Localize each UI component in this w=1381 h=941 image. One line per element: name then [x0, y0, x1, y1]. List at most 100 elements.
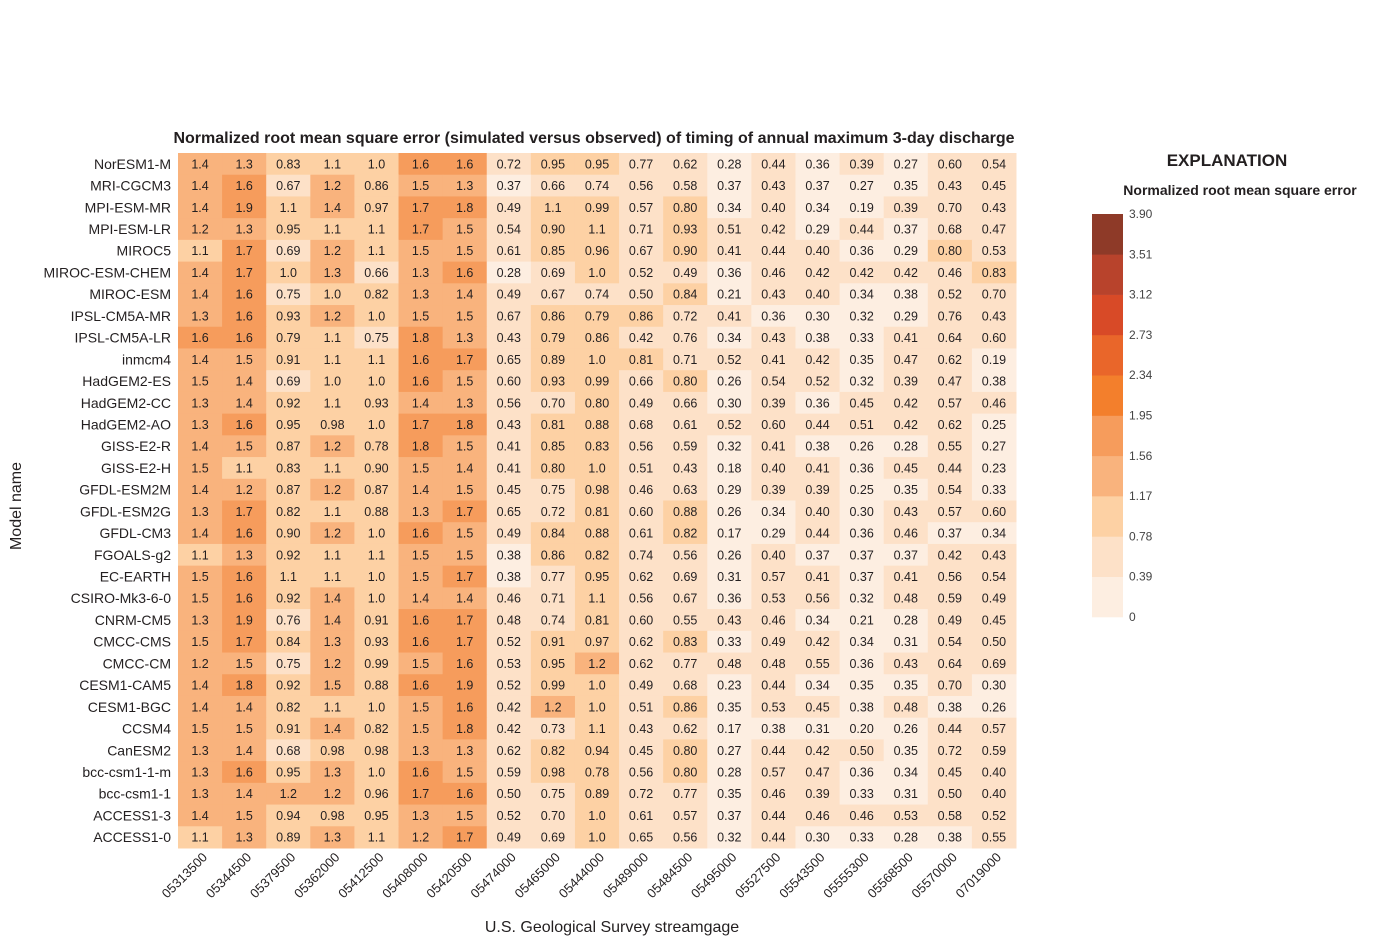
- cell-value-label: 0.36: [717, 592, 741, 606]
- cell-value-label: 0.84: [541, 527, 565, 541]
- heatmap-cell: [530, 826, 576, 849]
- cell-value-label: 1.4: [456, 288, 473, 302]
- heatmap-cell: [442, 826, 488, 849]
- heatmap-cell: [707, 609, 752, 632]
- heatmap-cell: [398, 804, 444, 827]
- cell-value-label: 0.40: [805, 244, 829, 258]
- cell-value-label: 0.56: [629, 592, 653, 606]
- heatmap-cell: [310, 218, 355, 241]
- row-label: MIROC-ESM-CHEM: [43, 264, 171, 280]
- cell-value-label: 1.4: [191, 157, 208, 171]
- heatmap-cell: [178, 695, 223, 719]
- heatmap-cell: [751, 261, 796, 284]
- cell-value-label: 0.59: [673, 440, 697, 454]
- row-label: CNRM-CM5: [95, 612, 171, 628]
- heatmap-cell: [795, 630, 841, 654]
- heatmap-cell: [398, 370, 444, 393]
- heatmap-cell: [178, 717, 223, 740]
- heatmap-cell: [574, 543, 620, 567]
- cell-value-label: 0.33: [717, 635, 741, 649]
- cell-value-label: 1.1: [368, 223, 385, 237]
- heatmap-cell: [927, 761, 973, 784]
- heatmap-cell: [663, 261, 708, 284]
- cell-value-label: 0.99: [541, 679, 565, 693]
- cell-value-label: 1.5: [412, 700, 429, 714]
- heatmap-cell: [398, 761, 444, 784]
- heatmap-cell: [883, 652, 929, 675]
- cell-value-label: 1.9: [235, 613, 252, 627]
- heatmap-cell: [222, 804, 267, 827]
- cell-value-label: 1.1: [324, 570, 341, 584]
- cell-value-label: 0.41: [805, 461, 829, 475]
- heatmap-cell: [619, 609, 664, 632]
- cell-value-label: 0.94: [585, 744, 609, 758]
- heatmap-cell: [398, 153, 444, 176]
- heatmap-cell: [530, 391, 576, 415]
- heatmap-cell: [795, 826, 841, 849]
- cell-value-label: 0.59: [497, 765, 521, 779]
- cell-value-label: 0.42: [894, 396, 918, 410]
- heatmap-cell: [751, 478, 796, 501]
- cell-value-label: 1.6: [412, 635, 429, 649]
- cell-value-label: 0.54: [938, 483, 962, 497]
- cell-value-label: 1.4: [456, 461, 473, 475]
- heatmap-cell: [442, 695, 488, 719]
- heatmap-cell: [971, 630, 1017, 654]
- cell-value-label: 1.5: [191, 635, 208, 649]
- heatmap-cell: [971, 283, 1017, 306]
- cell-value-label: 0.97: [364, 201, 388, 215]
- cell-value-label: 0.41: [761, 440, 785, 454]
- cell-value-label: 1.2: [324, 483, 341, 497]
- cell-value-label: 1.5: [456, 375, 473, 389]
- heatmap-cell: [663, 761, 708, 784]
- cell-value-label: 1.2: [235, 483, 252, 497]
- cell-value-label: 0.83: [276, 461, 300, 475]
- heatmap-cell: [839, 457, 885, 480]
- heatmap-cell: [927, 348, 973, 371]
- heatmap-cell: [619, 348, 664, 371]
- heatmap-cell: [795, 435, 841, 458]
- cell-value-label: 0.49: [497, 831, 521, 845]
- cell-value-label: 0.48: [717, 657, 741, 671]
- heatmap-cell: [530, 782, 576, 806]
- cell-value-label: 0.57: [761, 765, 785, 779]
- cell-value-label: 0.88: [585, 418, 609, 432]
- cell-value-label: 0.67: [629, 244, 653, 258]
- cell-value-label: 1.4: [412, 592, 429, 606]
- heatmap-cell: [663, 695, 708, 719]
- heatmap-cell: [222, 522, 267, 545]
- cell-value-label: 1.4: [456, 592, 473, 606]
- cell-value-label: 0.44: [938, 461, 962, 475]
- row-label: CSIRO-Mk3-6-0: [71, 590, 172, 606]
- cell-value-label: 1.5: [191, 375, 208, 389]
- heatmap-cell: [574, 261, 620, 284]
- heatmap-cell: [663, 500, 708, 523]
- heatmap-cell: [927, 543, 973, 567]
- legend-tick-label: 2.34: [1129, 368, 1153, 382]
- heatmap-cell: [619, 326, 664, 349]
- heatmap-cell: [442, 305, 488, 328]
- heatmap-cell: [222, 609, 267, 632]
- cell-value-label: 1.0: [588, 461, 605, 475]
- row-label: GFDL-ESM2G: [80, 503, 171, 519]
- heatmap-cell: [530, 630, 576, 654]
- cell-value-label: 0.98: [364, 744, 388, 758]
- cell-value-label: 0.21: [717, 288, 741, 302]
- cell-value-label: 0.82: [364, 288, 388, 302]
- cell-value-label: 0.39: [894, 201, 918, 215]
- cell-value-label: 1.3: [456, 331, 473, 345]
- heatmap-cell: [486, 652, 532, 675]
- heatmap-cell: [619, 218, 664, 241]
- cell-value-label: 0.48: [761, 657, 785, 671]
- heatmap-cell: [971, 543, 1017, 567]
- heatmap-cell: [398, 348, 444, 371]
- heatmap-cell: [751, 305, 796, 328]
- cell-value-label: 0.55: [938, 440, 962, 454]
- cell-value-label: 0.47: [982, 223, 1006, 237]
- heatmap-cell: [398, 609, 444, 632]
- heatmap-cell: [310, 652, 355, 675]
- heatmap-cell: [574, 283, 620, 306]
- cell-value-label: 0.74: [541, 613, 565, 627]
- column-label: 05420500: [423, 850, 475, 902]
